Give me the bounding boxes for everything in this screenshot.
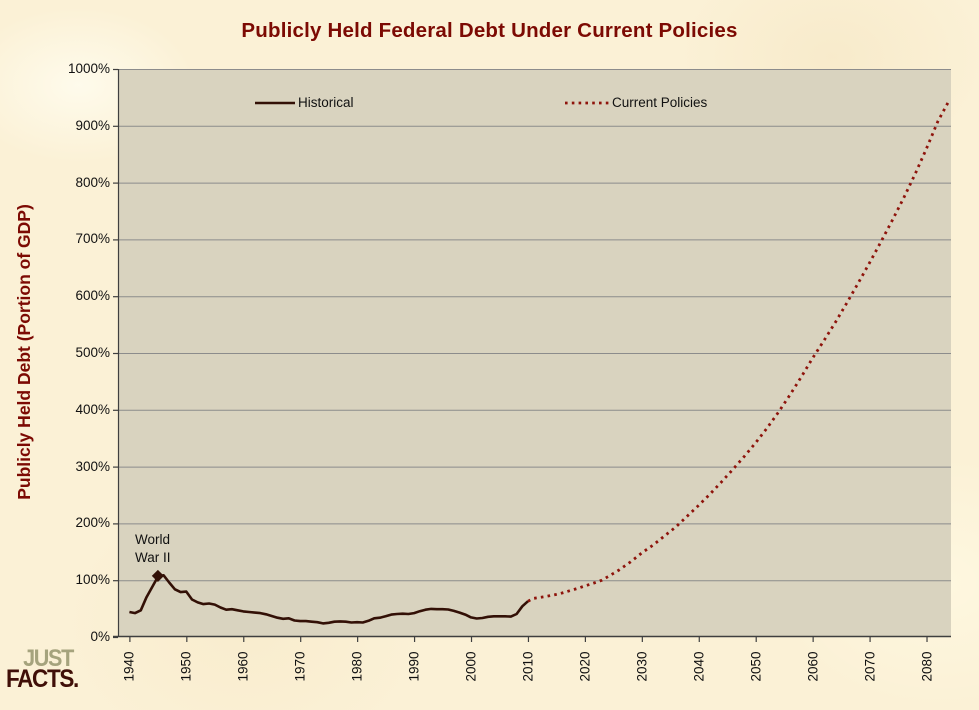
annotation-line-1: World [135,532,171,547]
chart-title: Publicly Held Federal Debt Under Current… [241,19,738,42]
y-tick-label: 900% [75,117,110,133]
y-tick-label: 700% [75,231,110,247]
y-tick-label: 200% [75,515,110,531]
legend-label-current-policies: Current Policies [612,95,708,110]
annotation-line-2: War II [135,549,171,565]
logo-word-just: JUST [23,645,74,672]
x-tick-label: 2060 [805,651,821,682]
y-tick-label: 600% [75,288,110,304]
series-current-policies [527,99,951,603]
y-tick-label: 300% [75,458,110,474]
y-axis-title: Publicly Held Debt (Portion of GDP) [14,204,34,500]
legend-label-historical: Historical [298,95,354,110]
x-tick-label: 1940 [121,651,137,682]
y-tick-label: 1000% [67,61,110,76]
x-tick-label: 1960 [235,651,251,682]
x-tick-label: 1950 [178,651,194,682]
x-tick-label: 2000 [463,651,479,682]
x-tick-label: 2050 [748,651,764,682]
current-policies-line-swatch [565,101,609,104]
y-tick-label: 100% [75,572,110,588]
historical-line-swatch [255,101,295,104]
x-tick-label: 2010 [520,651,536,682]
x-tick-label: 1990 [406,651,422,682]
y-tick-label: 0% [90,629,110,644]
world-war-ii-annotation: World War II [135,531,171,566]
logo-word-facts: FACTS. [6,665,79,694]
x-tick-label: 2070 [862,651,878,682]
x-tick-label: 1970 [292,651,308,682]
x-tick-label: 2080 [919,651,935,682]
series-historical [129,574,529,625]
legend-entry-current-policies: Current Policies [565,95,707,110]
x-tick-label: 2030 [634,651,650,682]
world-war-ii-marker [151,569,164,582]
y-tick-label: 500% [75,345,110,360]
chart-canvas [113,68,951,642]
just-facts-logo: JUST FACTS. [6,645,79,694]
plot-area: Historical Current Policies [113,68,951,642]
x-tick-label: 2020 [577,651,593,682]
x-tick-label: 2040 [691,651,707,682]
legend-entry-historical: Historical [255,95,354,110]
x-tick-label: 1980 [349,651,365,682]
y-tick-label: 400% [75,401,110,417]
y-tick-label: 800% [75,174,110,190]
